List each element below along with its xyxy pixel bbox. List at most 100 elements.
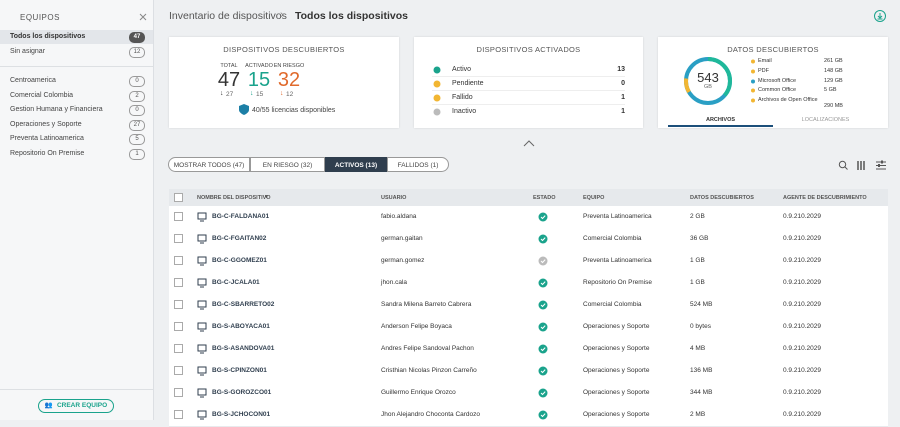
team: Operaciones y Soporte <box>583 411 650 418</box>
row-checkbox <box>174 410 183 419</box>
table-row[interactable] <box>169 272 888 295</box>
device-name[interactable]: BG-C-SBARRETO02 <box>212 301 275 308</box>
close-icon[interactable] <box>139 13 147 21</box>
row-line <box>432 104 625 105</box>
legend-label: Archivos de Open Office <box>758 97 818 104</box>
header-checkbox <box>174 193 183 202</box>
data-size: 344 MB <box>690 389 713 396</box>
table-row[interactable] <box>169 316 888 339</box>
agent: 0.9.210.2029 <box>783 367 821 374</box>
team-label[interactable]: Sin asignar <box>10 48 46 55</box>
legend-value: 148 GB <box>824 67 843 74</box>
stat-sub: 12 <box>286 91 294 98</box>
row-checkbox <box>174 344 183 353</box>
status-dot <box>433 80 441 88</box>
filter-tab[interactable]: MOSTRAR TODOS (47) <box>168 157 250 172</box>
column-header[interactable]: DATOS DESCUBIERTOS <box>690 195 754 201</box>
team: Operaciones y Soporte <box>583 323 650 330</box>
filter-tab[interactable]: ACTIVOS (13) <box>325 157 387 172</box>
team-count: 47 <box>129 32 145 43</box>
team-label[interactable]: Operaciones y Soporte <box>10 120 82 128</box>
device-name[interactable]: BG-S-JCHOCON01 <box>212 411 271 418</box>
team-label[interactable]: Todos los dispositivos <box>10 33 86 40</box>
table-row[interactable] <box>169 250 888 273</box>
legend-label: Email <box>758 58 772 64</box>
team: Preventa Latinoamerica <box>583 213 652 220</box>
device-name[interactable]: BG-C-FALDANA01 <box>212 213 270 220</box>
collapse-icon[interactable] <box>523 140 535 147</box>
stat-label: TOTAL <box>220 63 238 69</box>
data-size: 524 MB <box>690 301 713 308</box>
team-label[interactable]: Gestion Humana y Financiera <box>10 106 103 114</box>
status-icon <box>538 234 548 244</box>
device-name[interactable]: BG-S-ABOYACA01 <box>212 323 270 330</box>
legend-label: Microsoft Office <box>758 77 797 84</box>
shield-icon <box>239 104 249 115</box>
device-icon <box>197 278 207 288</box>
data-size: 0 bytes <box>690 323 711 330</box>
table-row[interactable] <box>169 404 888 427</box>
filter-tab[interactable]: EN RIESGO (32) <box>250 157 325 172</box>
user: fabio.aldana <box>381 213 417 220</box>
download-icon[interactable] <box>874 10 886 22</box>
device-name[interactable]: BG-S-CPINZON01 <box>212 367 267 374</box>
table-row[interactable] <box>169 294 888 317</box>
row-checkbox <box>174 256 183 265</box>
user: jhon.cala <box>381 279 408 286</box>
table-row[interactable] <box>169 382 888 405</box>
agent: 0.9.210.2029 <box>783 389 821 396</box>
team: Comercial Colombia <box>583 235 642 242</box>
team-label[interactable]: Preventa Latinoamerica <box>10 135 84 143</box>
column-header[interactable]: NOMBRE DEL DISPOSITIVO <box>197 195 271 201</box>
table-row[interactable] <box>169 228 888 251</box>
card-title: DATOS DESCUBIERTOS <box>727 45 819 54</box>
legend-value: 290 MB <box>824 103 843 110</box>
device-name[interactable]: BG-C-GGOMEZ01 <box>212 257 267 264</box>
device-icon <box>197 234 207 244</box>
toolbar-icons[interactable] <box>838 160 890 171</box>
status-icon <box>538 212 548 222</box>
device-name[interactable]: BG-S-ASANDOVA01 <box>212 345 275 352</box>
total: 543 <box>697 70 719 85</box>
team: Preventa Latinoamerica <box>583 257 652 264</box>
column-header[interactable]: ESTADO <box>533 195 556 201</box>
create-team-button[interactable]: 👥 CREAR EQUIPO <box>38 399 114 413</box>
sort-arrow: ▾ <box>265 194 268 200</box>
data-size: 1 GB <box>690 279 705 286</box>
table-row[interactable] <box>169 338 888 361</box>
licenses: 40/55 licencias disponibles <box>252 107 336 114</box>
stat-value: 15 <box>247 69 271 91</box>
agent: 0.9.210.2029 <box>783 345 821 352</box>
team-label[interactable]: Comercial Colombia <box>10 91 74 99</box>
agent: 0.9.210.2029 <box>783 323 821 330</box>
status-icon <box>538 322 548 332</box>
legend-value: 261 GB <box>824 58 843 64</box>
data-tab[interactable]: LOCALIZACIONES <box>801 117 850 123</box>
column-header[interactable]: USUARIO <box>381 195 407 201</box>
device-name[interactable]: BG-S-GOROZCO01 <box>212 389 272 396</box>
table-row[interactable] <box>169 206 888 229</box>
team-label[interactable]: Repositorio On Premise <box>10 150 85 157</box>
breadcrumb[interactable]: Inventario de dispositivos <box>169 10 287 22</box>
table-row[interactable] <box>169 360 888 383</box>
stat-label: ACTIVADO <box>245 63 273 69</box>
column-header[interactable]: AGENTE DE DESCUBRIMIENTO <box>783 195 867 201</box>
device-icon <box>197 322 207 332</box>
row-checkbox <box>174 234 183 243</box>
status-dot <box>433 108 441 116</box>
column-header[interactable]: EQUIPO <box>583 195 605 201</box>
team-count: 2 <box>129 90 145 102</box>
stat-value: 32 <box>277 69 301 91</box>
legend-dot <box>751 69 755 74</box>
team-count: 5 <box>129 134 145 146</box>
data-tab[interactable]: ARCHIVOS <box>705 117 736 123</box>
device-name[interactable]: BG-C-JCALA01 <box>212 279 260 286</box>
agent: 0.9.210.2029 <box>783 301 821 308</box>
stat-label: EN RIESGO <box>273 63 305 69</box>
team-label[interactable]: Centroamerica <box>10 77 56 84</box>
user: Guillermo Enrique Orozco <box>381 389 456 396</box>
device-name[interactable]: BG-C-FGAITAN02 <box>212 235 267 242</box>
filter-tab[interactable]: FALLIDOS (1) <box>387 157 449 172</box>
status-icon <box>538 344 548 354</box>
